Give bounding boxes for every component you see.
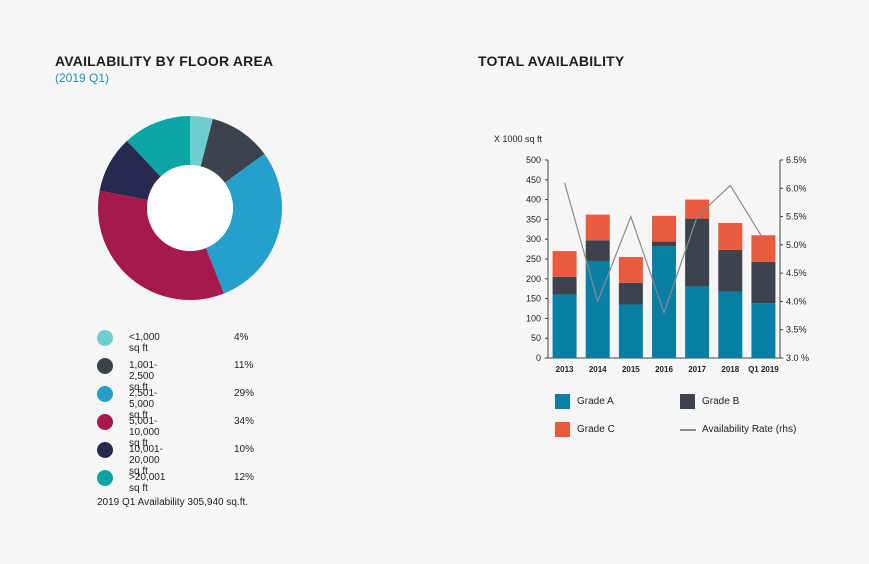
donut-slice-2	[205, 153, 282, 294]
bar-segment-grade-a	[552, 294, 577, 358]
legend-label: 10,001-20,000 sq ft	[129, 444, 163, 477]
bar-segment-grade-c	[552, 251, 577, 277]
total-availability-title: TOTAL AVAILABILITY	[478, 53, 625, 69]
bar-legend-swatch	[555, 422, 570, 437]
legend-percentage: 11%	[234, 360, 254, 371]
legend-label: <1,000 sq ft	[129, 332, 160, 354]
x-tick-label: Q1 2019	[748, 365, 779, 374]
y-tick-label: 0	[536, 353, 541, 363]
x-tick-label: 2017	[688, 365, 706, 374]
y-tick-label: 300	[526, 234, 541, 244]
bar-segment-grade-b	[685, 218, 710, 287]
donut-chart	[98, 116, 282, 300]
legend-percentage: 12%	[234, 472, 255, 483]
bar-segment-grade-a	[751, 303, 776, 358]
y-tick-label: 250	[526, 254, 541, 264]
bar-legend-swatch	[555, 394, 570, 409]
bar-segment-grade-b	[718, 249, 743, 292]
bar-segment-grade-c	[685, 199, 710, 219]
y2-tick-label: 4.5%	[786, 268, 807, 278]
bar-segment-grade-b	[585, 240, 610, 261]
y-tick-label: 200	[526, 274, 541, 284]
y2-tick-label: 3.0 %	[786, 353, 809, 363]
floor-area-subtitle: (2019 Q1)	[55, 71, 110, 85]
x-tick-label: 2016	[655, 365, 673, 374]
y2-tick-label: 5.5%	[786, 212, 807, 222]
y-axis-unit-label: X 1000 sq ft	[494, 134, 543, 144]
legend-swatch	[97, 386, 113, 402]
legend-label: 1,001-2,500 sq ft	[129, 360, 158, 393]
bar-segment-grade-c	[751, 235, 776, 262]
bar-segment-grade-a	[585, 260, 610, 358]
y-tick-label: 350	[526, 214, 541, 224]
y2-tick-label: 6.5%	[786, 155, 807, 165]
bar-legend-label: Grade B	[702, 396, 740, 407]
legend-label: 2,501-5,000 sq ft	[129, 388, 158, 421]
bar-legend-swatch	[680, 394, 695, 409]
donut-hole	[147, 165, 233, 251]
y-tick-label: 50	[531, 333, 541, 343]
bar-segment-grade-c	[718, 222, 743, 250]
legend-percentage: 10%	[234, 444, 255, 455]
floor-area-title: AVAILABILITY BY FLOOR AREA	[55, 53, 274, 69]
stacked-bar-chart: X 1000 sq ft 0 50 100 150 200 250 300 350 400 450 5…	[494, 134, 809, 374]
y-tick-label: 150	[526, 294, 541, 304]
y2-tick-label: 6.0%	[786, 183, 807, 193]
bar-segment-grade-b	[618, 282, 643, 305]
y2-tick-label: 3.5%	[786, 325, 807, 335]
x-tick-label: 2018	[721, 365, 739, 374]
legend-label: >20,001 sq ft	[129, 472, 166, 494]
bar-segment-grade-b	[751, 261, 776, 304]
y-tick-label: 500	[526, 155, 541, 165]
bar-segment-grade-b	[652, 241, 676, 247]
legend-percentage: 29%	[234, 388, 255, 399]
availability-rate-line	[563, 182, 764, 315]
bar-segment-grade-a	[685, 286, 710, 358]
legend-swatch	[97, 330, 113, 346]
x-tick-label: 2014	[589, 365, 607, 374]
y2-tick-label: 4.0%	[786, 296, 807, 306]
y-tick-label: 400	[526, 195, 541, 205]
donut-slice-4	[99, 140, 161, 200]
x-tick-label: 2013	[556, 365, 574, 374]
donut-slice-5	[127, 116, 190, 177]
legend-swatch	[97, 470, 113, 486]
y-tick-label: 100	[526, 313, 541, 323]
availability-footnote: 2019 Q1 Availability 305,940 sq.ft.	[97, 497, 249, 508]
bar-segment-grade-b	[552, 276, 577, 295]
bar-legend-label: Grade C	[577, 424, 615, 435]
x-tick-label: 2015	[622, 365, 640, 374]
bar-segment-grade-c	[618, 257, 643, 283]
bar-segment-grade-c	[585, 214, 610, 241]
y2-tick-label: 5.0%	[786, 240, 807, 250]
legend-percentage: 4%	[234, 332, 249, 343]
donut-slice-3	[98, 190, 224, 300]
legend-swatch	[97, 442, 113, 458]
legend-label: 5,001-10,000 sq ft	[129, 416, 160, 449]
donut-slice-0	[190, 116, 213, 167]
bar-segment-grade-a	[652, 246, 676, 358]
legend-swatch	[97, 414, 113, 430]
bar-segment-grade-a	[718, 291, 743, 358]
bar-legend-label: Availability Rate (rhs)	[702, 424, 797, 435]
y-tick-label: 450	[526, 175, 541, 185]
bar-legend-label: Grade A	[577, 396, 614, 407]
bar-legend-swatch	[680, 429, 696, 431]
legend-swatch	[97, 358, 113, 374]
bar-segment-grade-a	[618, 304, 643, 358]
legend-percentage: 34%	[234, 416, 255, 427]
donut-slice-1	[200, 118, 265, 183]
bar-segment-grade-c	[652, 215, 676, 242]
